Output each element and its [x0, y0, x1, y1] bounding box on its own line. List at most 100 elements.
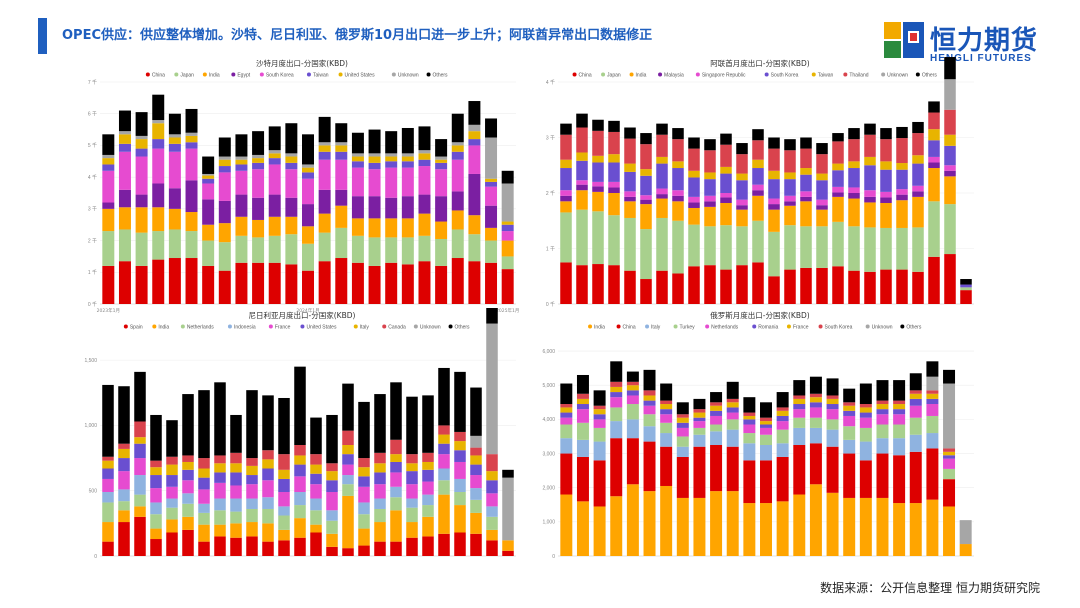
bar-segment-singapore-republic — [704, 195, 716, 202]
bar-segment-india — [168, 208, 181, 230]
bar-segment-india — [880, 202, 892, 228]
bar-segment-thailand — [736, 154, 748, 174]
bar-segment-indonesia — [134, 475, 146, 495]
bar-segment-netherlands — [776, 421, 789, 430]
bar-segment-taiwan — [268, 158, 281, 165]
bar-segment-india — [693, 497, 706, 556]
bar-segment-france — [102, 478, 114, 493]
bar-segment-france — [726, 402, 739, 408]
bar-segment-malaysia — [720, 197, 732, 203]
bar-segment-malaysia — [928, 162, 940, 169]
company-logo: 恒力期货 HENGLI FUTURES — [884, 20, 1054, 64]
bar-segment-india — [593, 506, 606, 556]
bar-segment-others — [704, 139, 716, 151]
chart-panel-russia: 俄罗斯月度出口-分国家(KBD) India China Italy Turkey Net… — [538, 308, 982, 570]
bar-segment-malaysia — [848, 193, 860, 199]
legend-marker-south-korea — [818, 324, 823, 329]
bar-segment-spain — [502, 550, 514, 556]
bar-segment-south-korea — [784, 179, 796, 196]
bar-segment-netherlands — [406, 507, 418, 523]
chart-panel-saudi: 沙特月度出口-分国家(KBD) China Japan India Egypt South… — [80, 56, 524, 318]
bar-segment-singapore-republic — [608, 181, 620, 188]
bar-segment-japan — [896, 227, 908, 270]
bar-segment-romania — [576, 404, 589, 410]
bar-segment-others — [470, 387, 482, 436]
bar-segment-china — [135, 265, 148, 304]
bar-segment-united-states — [485, 178, 498, 182]
bar-segment-taiwan — [640, 169, 652, 176]
bar-segment-romania — [743, 419, 756, 425]
bar-segment-others — [743, 397, 756, 413]
bar-segment-south-korea — [185, 148, 198, 181]
bar-segment-netherlands — [374, 508, 386, 523]
bar-segment-japan — [752, 220, 764, 263]
bar-segment-south-korea — [656, 163, 668, 189]
bar-segment-china — [720, 269, 732, 304]
bar-segment-romania — [610, 392, 623, 398]
bar-segment-others — [752, 129, 764, 141]
bar-segment-france — [693, 412, 706, 418]
bar-segment-india — [760, 503, 772, 556]
bar-segment-indonesia — [294, 492, 306, 506]
bar-segment-netherlands — [726, 412, 739, 420]
bar-segment-france — [262, 480, 274, 498]
bar-segment-netherlands — [743, 424, 756, 434]
bar-segment-netherlands — [182, 503, 194, 517]
bar-segment-china — [610, 438, 623, 497]
bar-segment-indonesia — [118, 489, 130, 502]
bar-segment-others — [406, 396, 418, 455]
bar-segment-china — [351, 262, 364, 304]
bar-segment-france — [576, 398, 589, 405]
legend-marker-spain — [123, 324, 128, 329]
bar-segment-spain — [358, 545, 370, 556]
bar-segment-italy — [294, 455, 306, 465]
bar-segment-taiwan — [672, 161, 684, 169]
bar-segment-japan — [268, 235, 281, 263]
bar-segment-others — [560, 123, 572, 135]
bar-segment-romania — [560, 412, 573, 418]
bar-segment-netherlands — [909, 405, 922, 418]
bar-segment-malaysia — [560, 195, 572, 202]
bar-segment-thailand — [624, 138, 636, 164]
bar-segment-canada — [438, 425, 450, 435]
bar-segment-india — [252, 219, 265, 238]
bar-segment-canada — [374, 452, 386, 464]
bar-segment-italy — [926, 433, 939, 449]
bar-segment-malaysia — [624, 196, 636, 202]
bar-segment-china — [864, 271, 876, 304]
bar-segment-china — [592, 264, 604, 304]
bar-segment-south-korea — [736, 180, 748, 200]
bar-segment-india — [660, 485, 673, 556]
bar-segment-spain — [438, 533, 450, 556]
bar-segment-china — [859, 460, 872, 498]
bar-segment-malaysia — [912, 191, 924, 197]
bar-segment-south-korea — [880, 169, 892, 192]
bar-segment-taiwan — [704, 172, 716, 180]
bar-segment-romania — [660, 409, 673, 415]
bar-segment-others — [152, 94, 165, 121]
bar-segment-united-states — [268, 153, 281, 159]
bar-segment-japan — [960, 287, 972, 291]
bar-segment-japan — [252, 237, 265, 263]
bar-segment-south-korea — [800, 174, 812, 192]
bar-segment-others — [832, 133, 844, 142]
bar-segment-others — [859, 383, 872, 405]
legend-label-united-states: United States — [306, 325, 337, 331]
bar-segment-egypt — [168, 188, 181, 209]
bar-segment-netherlands — [358, 514, 370, 529]
legend-marker-indonesia — [227, 324, 232, 329]
bar-segment-india — [896, 200, 908, 228]
bar-segment-romania — [693, 417, 706, 422]
bar-segment-others — [422, 395, 434, 453]
bar-segment-netherlands — [576, 409, 589, 423]
bar-segment-india — [784, 205, 796, 226]
legend-marker-china — [145, 72, 150, 77]
bar-segment-india — [893, 503, 906, 556]
bar-segment-taiwan — [832, 163, 844, 171]
bar-segment-thailand — [832, 141, 844, 164]
bar-segment-taiwan — [864, 156, 876, 166]
legend-label-egypt: Egypt — [237, 73, 250, 79]
bar-segment-canada — [214, 455, 226, 464]
bar-segment-india — [214, 524, 226, 537]
bar-segment-united-states — [102, 158, 115, 165]
